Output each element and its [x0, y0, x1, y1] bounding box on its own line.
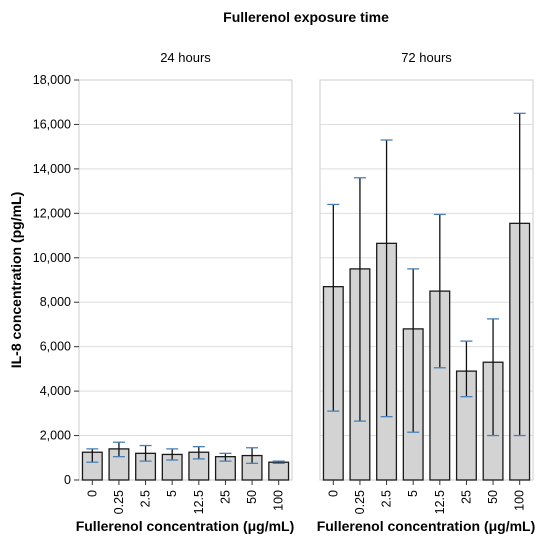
x-tick-label: 5	[165, 490, 179, 497]
y-tick-label: 14,000	[33, 162, 71, 176]
x-tick-label: 25	[218, 490, 232, 504]
y-axis-label: IL-8 concentration (pg/mL)	[8, 192, 24, 369]
chart-title: Fullerenol exposure time	[223, 9, 389, 25]
x-tick-label: 2.5	[139, 490, 153, 507]
y-tick-label: 8,000	[40, 295, 71, 309]
y-tick-label: 2,000	[40, 429, 71, 443]
x-tick-label: 100	[513, 490, 527, 511]
x-tick-label: 12.5	[433, 490, 447, 514]
y-tick-label: 18,000	[33, 73, 71, 87]
facet-label-24-hours: 24 hours	[160, 50, 211, 65]
x-tick-label: 50	[245, 490, 259, 504]
x-tick-label: 50	[486, 490, 500, 504]
x-tick-label: 2.5	[380, 490, 394, 507]
facet-label-72-hours: 72 hours	[401, 50, 452, 65]
y-tick-label: 16,000	[33, 117, 71, 131]
x-tick-label: 25	[459, 490, 473, 504]
y-tick-label: 4,000	[40, 384, 71, 398]
panel-24-hours: 24 hours 0 2,000 4,000 6,000 8,000 10,000 12,00…	[33, 50, 293, 514]
x-tick-label: 12.5	[192, 490, 206, 514]
x-tick-label: 0	[85, 490, 99, 497]
x-tick-label: 0	[326, 490, 340, 497]
x-axis-label-24-hours: Fullerenol concentration (μg/mL)	[76, 518, 295, 534]
x-axis-label-72-hours: Fullerenol concentration (μg/mL)	[317, 518, 536, 534]
x-tick-label: 0.25	[353, 490, 367, 514]
bar	[268, 461, 290, 481]
y-tick-label: 6,000	[40, 340, 71, 354]
x-tick-label: 100	[272, 490, 286, 511]
panel-72-hours: 72 hours 0 0.25 2.5 5 12.5 25 50 100	[319, 50, 534, 514]
x-tick-label: 5	[406, 490, 420, 497]
y-tick-label: 12,000	[33, 206, 71, 220]
panel-frame	[319, 79, 534, 481]
y-tick-label: 10,000	[33, 251, 71, 265]
x-tick-label: 0.25	[112, 490, 126, 514]
y-tick-label: 0	[64, 473, 71, 487]
panel-frame	[78, 79, 293, 481]
